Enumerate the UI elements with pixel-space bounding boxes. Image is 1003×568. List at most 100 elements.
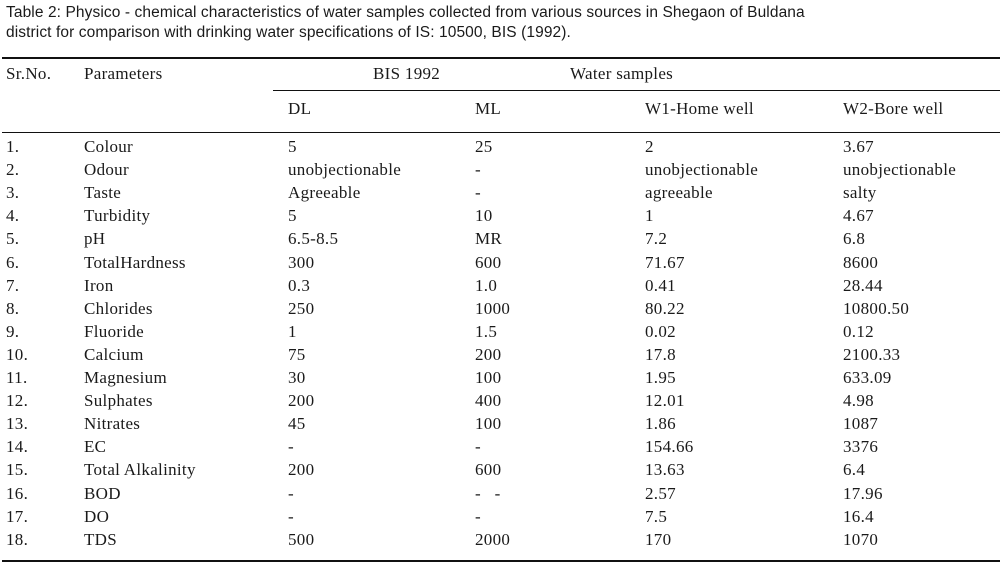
cell-w2: 2100.33 (843, 344, 901, 364)
cell-w1: 7.5 (645, 506, 668, 526)
top-rule (2, 57, 1000, 59)
header-sub-rule (273, 90, 1000, 91)
cell-dl: 30 (288, 368, 306, 387)
cell-w1: 170 (645, 529, 672, 549)
cell-dl: unobjectionable (288, 160, 402, 180)
cell-parameter: Turbidity (84, 206, 151, 226)
cell-dl: 45 (288, 414, 306, 434)
cell-w2: 8600 (843, 252, 879, 272)
header-bottom-rule (2, 132, 1000, 133)
cell-parameter: Iron (84, 275, 114, 295)
cell-ml: - (475, 437, 481, 457)
cell-srno: 8. (6, 298, 20, 318)
bottom-rule (2, 560, 1000, 562)
cell-ml: 2000 (475, 529, 511, 549)
cell-srno: 13. (6, 414, 29, 434)
cell-dl: 250 (288, 298, 315, 318)
cell-w1: unobjectionable (645, 160, 759, 180)
header-srno: Sr.No. (6, 64, 52, 83)
header-dl: DL (288, 99, 312, 118)
cell-w1: agreeable (645, 183, 713, 203)
cell-parameter: Odour (84, 160, 129, 180)
cell-w2: 4.98 (843, 391, 874, 411)
cell-w1: 0.02 (645, 321, 676, 341)
header-bis: BIS 1992 (373, 64, 441, 83)
cell-dl: 200 (288, 391, 315, 411)
cell-srno: 2. (6, 160, 20, 180)
cell-w1: 1.95 (645, 368, 676, 387)
cell-srno: 9. (6, 321, 20, 341)
cell-w2: 633.09 (843, 368, 892, 387)
cell-ml: - (475, 160, 481, 180)
header-water-samples: Water samples (570, 64, 674, 83)
cell-w2: 16.4 (843, 506, 874, 526)
cell-parameter: Calcium (84, 344, 144, 364)
cell-ml: 1.5 (475, 321, 498, 341)
cell-ml: 10 (475, 206, 493, 226)
cell-srno: 3. (6, 183, 20, 203)
cell-dl: 0.3 (288, 275, 311, 295)
cell-parameter: DO (84, 506, 110, 526)
cell-srno: 18. (6, 529, 29, 549)
cell-parameter: Colour (84, 137, 134, 156)
cell-w1: 1 (645, 206, 654, 226)
cell-w1: 71.67 (645, 252, 685, 272)
cell-ml: 100 (475, 368, 502, 387)
cell-w2: 0.12 (843, 321, 874, 341)
cell-w1: 17.8 (645, 344, 676, 364)
cell-parameter: Sulphates (84, 391, 153, 411)
cell-dl: - (288, 483, 294, 503)
cell-dl: 200 (288, 460, 315, 480)
caption-line-1: Table 2: Physico - chemical characterist… (6, 4, 805, 21)
cell-w2: 1070 (843, 529, 879, 549)
cell-ml: - (475, 183, 481, 203)
cell-w2: 10800.50 (843, 298, 910, 318)
cell-ml: MR (475, 229, 503, 249)
header-ml: ML (475, 99, 502, 118)
header-w2: W2-Bore well (843, 99, 944, 118)
cell-parameter: TDS (84, 529, 118, 549)
cell-parameter: Total Alkalinity (84, 460, 196, 480)
cell-parameter: BOD (84, 483, 121, 503)
cell-w2: 17.96 (843, 483, 883, 503)
cell-dl: - (288, 437, 294, 457)
cell-parameter: Taste (84, 183, 122, 203)
cell-srno: 14. (6, 437, 29, 457)
cell-srno: 6. (6, 252, 20, 272)
cell-w1: 7.2 (645, 229, 668, 249)
cell-srno: 15. (6, 460, 29, 480)
cell-dl: 6.5-8.5 (288, 229, 339, 249)
cell-w2: salty (843, 183, 877, 203)
cell-w1: 80.22 (645, 298, 685, 318)
caption-line-2: district for comparison with drinking wa… (6, 24, 571, 41)
cell-ml: 600 (475, 252, 502, 272)
cell-w2: 6.4 (843, 460, 866, 480)
cell-parameter: Nitrates (84, 414, 141, 434)
cell-ml: 600 (475, 460, 502, 480)
cell-w2: 3.67 (843, 137, 874, 156)
cell-ml: 200 (475, 344, 502, 364)
cell-srno: 4. (6, 206, 20, 226)
cell-parameter: Magnesium (84, 368, 167, 387)
cell-w1: 2.57 (645, 483, 676, 503)
cell-dl: Agreeable (288, 183, 361, 203)
cell-parameter: TotalHardness (84, 252, 186, 272)
cell-srno: 1. (6, 137, 20, 156)
cell-w2: 3376 (843, 437, 879, 457)
cell-srno: 16. (6, 483, 29, 503)
cell-dl: 5 (288, 206, 297, 226)
cell-w2: 4.67 (843, 206, 874, 226)
cell-w2: unobjectionable (843, 160, 957, 180)
cell-w1: 1.86 (645, 414, 676, 434)
cell-parameter: pH (84, 229, 106, 249)
cell-ml: 400 (475, 391, 502, 411)
header-w1: W1-Home well (645, 99, 754, 118)
cell-ml: 25 (475, 137, 493, 156)
cell-w2: 28.44 (843, 275, 883, 295)
cell-srno: 12. (6, 391, 29, 411)
cell-srno: 11. (6, 368, 28, 387)
cell-w1: 0.41 (645, 275, 676, 295)
cell-dl: 300 (288, 252, 315, 272)
cell-parameter: Chlorides (84, 298, 153, 318)
cell-ml: 1000 (475, 298, 511, 318)
